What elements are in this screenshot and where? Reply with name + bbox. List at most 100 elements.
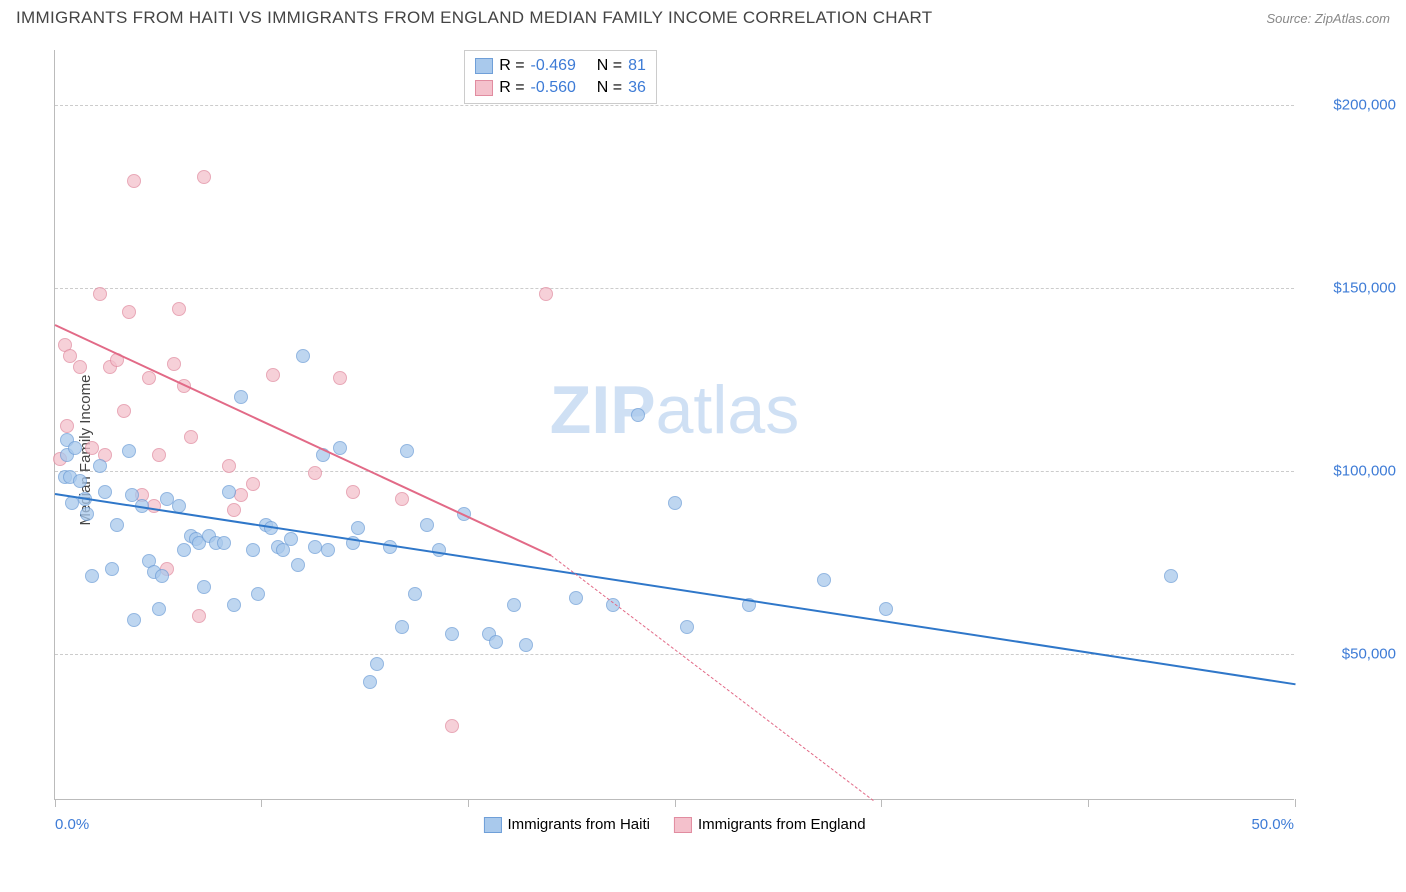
n-label: N =	[597, 57, 622, 75]
legend-item-a: Immigrants from Haiti	[483, 816, 650, 833]
point-england	[142, 371, 156, 385]
point-haiti	[73, 474, 87, 488]
point-haiti	[668, 496, 682, 510]
chart-title: IMMIGRANTS FROM HAITI VS IMMIGRANTS FROM…	[16, 8, 932, 28]
point-haiti	[507, 598, 521, 612]
stat-a-n: 81	[628, 57, 646, 75]
gridline	[55, 471, 1294, 472]
point-haiti	[122, 444, 136, 458]
stats-row-b: R = -0.560 N = 36	[475, 77, 646, 99]
legend-a-label: Immigrants from Haiti	[507, 816, 650, 833]
point-haiti	[246, 543, 260, 557]
point-england	[127, 174, 141, 188]
point-haiti	[445, 627, 459, 641]
point-haiti	[408, 587, 422, 601]
point-haiti	[519, 638, 533, 652]
plot-area: ZIPatlas R = -0.469 N = 81 R = -0.560 N …	[54, 50, 1294, 800]
swatch-b-icon	[674, 817, 692, 833]
point-haiti	[105, 562, 119, 576]
x-axis-min: 0.0%	[55, 816, 89, 833]
watermark: ZIPatlas	[550, 371, 799, 449]
r-label: R =	[499, 57, 524, 75]
stat-b-r: -0.560	[531, 79, 576, 97]
point-england	[60, 419, 74, 433]
bottom-legend: 0.0% Immigrants from Haiti Immigrants fr…	[55, 816, 1294, 833]
x-axis-max: 50.0%	[1251, 816, 1294, 833]
swatch-b-icon	[475, 80, 493, 96]
point-england	[73, 360, 87, 374]
point-haiti	[395, 620, 409, 634]
stat-b-n: 36	[628, 79, 646, 97]
point-haiti	[879, 602, 893, 616]
point-haiti	[80, 507, 94, 521]
point-haiti	[93, 459, 107, 473]
point-haiti	[155, 569, 169, 583]
point-haiti	[291, 558, 305, 572]
point-haiti	[400, 444, 414, 458]
n-label: N =	[597, 79, 622, 97]
legend-b-label: Immigrants from England	[698, 816, 866, 833]
point-haiti	[321, 543, 335, 557]
stat-a-r: -0.469	[531, 57, 576, 75]
point-england	[222, 459, 236, 473]
x-tick	[881, 799, 882, 807]
point-haiti	[631, 408, 645, 422]
point-england	[117, 404, 131, 418]
point-haiti	[234, 390, 248, 404]
x-tick	[468, 799, 469, 807]
point-haiti	[152, 602, 166, 616]
point-haiti	[333, 441, 347, 455]
point-england	[152, 448, 166, 462]
source-label: Source: ZipAtlas.com	[1266, 11, 1390, 26]
trendline-england-extrapolated	[551, 555, 874, 801]
y-tick-label: $50,000	[1306, 645, 1396, 662]
x-tick	[1295, 799, 1296, 807]
point-haiti	[420, 518, 434, 532]
point-england	[266, 368, 280, 382]
point-haiti	[1164, 569, 1178, 583]
point-haiti	[680, 620, 694, 634]
point-england	[192, 609, 206, 623]
point-haiti	[98, 485, 112, 499]
point-england	[227, 503, 241, 517]
point-haiti	[351, 521, 365, 535]
point-haiti	[127, 613, 141, 627]
chart-container: Median Family Income ZIPatlas R = -0.469…	[0, 40, 1406, 860]
point-england	[122, 305, 136, 319]
point-england	[93, 287, 107, 301]
point-haiti	[251, 587, 265, 601]
r-label: R =	[499, 79, 524, 97]
point-england	[197, 170, 211, 184]
y-tick-label: $150,000	[1306, 279, 1396, 296]
point-england	[234, 488, 248, 502]
point-england	[184, 430, 198, 444]
point-haiti	[363, 675, 377, 689]
point-haiti	[296, 349, 310, 363]
point-haiti	[177, 543, 191, 557]
point-england	[172, 302, 186, 316]
point-england	[333, 371, 347, 385]
gridline	[55, 288, 1294, 289]
point-england	[246, 477, 260, 491]
point-haiti	[817, 573, 831, 587]
point-haiti	[489, 635, 503, 649]
point-haiti	[110, 518, 124, 532]
point-haiti	[85, 569, 99, 583]
x-tick	[1088, 799, 1089, 807]
watermark-rest: atlas	[656, 372, 800, 448]
point-haiti	[370, 657, 384, 671]
x-tick	[675, 799, 676, 807]
y-tick-label: $200,000	[1306, 96, 1396, 113]
point-haiti	[569, 591, 583, 605]
point-haiti	[227, 598, 241, 612]
gridline	[55, 105, 1294, 106]
x-tick	[55, 799, 56, 807]
swatch-a-icon	[483, 817, 501, 833]
legend-item-b: Immigrants from England	[674, 816, 866, 833]
trendline-haiti	[55, 493, 1295, 685]
point-england	[308, 466, 322, 480]
point-haiti	[217, 536, 231, 550]
point-england	[167, 357, 181, 371]
stats-box: R = -0.469 N = 81 R = -0.560 N = 36	[464, 50, 657, 104]
point-haiti	[197, 580, 211, 594]
